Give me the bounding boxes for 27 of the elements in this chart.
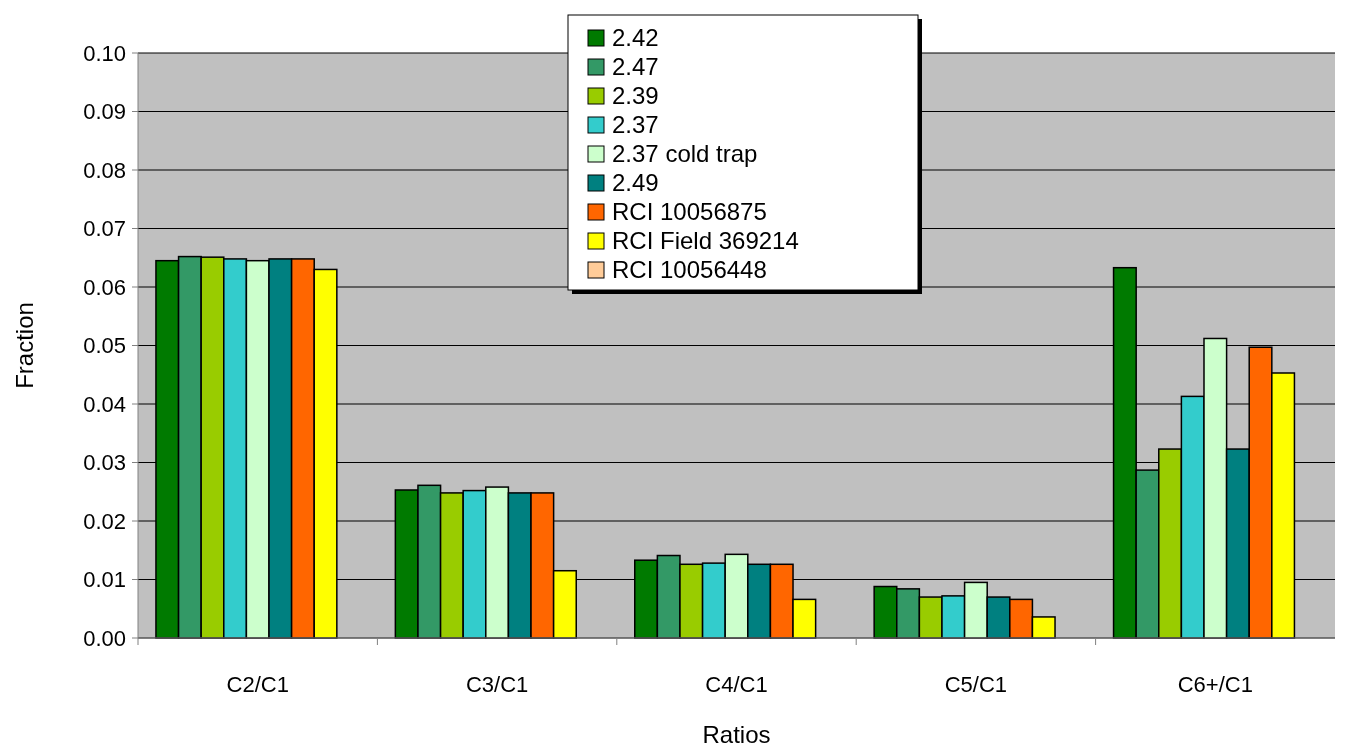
legend-label: RCI Field 369214 [612,227,799,254]
legend-label: 2.42 [612,24,659,51]
y-tick-label: 0.08 [83,157,126,183]
legend-label: 2.37 [612,111,659,138]
legend-label: RCI 10056448 [612,256,767,283]
y-tick-label: 0.03 [83,450,126,476]
y-tick-label: 0.02 [83,508,126,534]
y-tick-label: 0.01 [83,567,126,593]
y-tick-label: 0.00 [83,625,126,651]
x-tick-label: C2/C1 [226,672,289,697]
y-tick-label: 0.06 [83,274,126,300]
y-tick-label: 0.05 [83,333,126,359]
x-axis-title: Ratios [702,721,771,748]
legend-label: 2.37 cold trap [612,140,758,167]
legend-label: 2.47 [612,53,659,80]
x-tick-label: C5/C1 [944,672,1008,697]
y-axis-title: Fraction [11,302,38,389]
legend-label: 2.39 [612,82,659,109]
x-tick-label: C6+/C1 [1177,672,1253,697]
legend-label: RCI 10056875 [612,198,767,225]
y-tick-label: 0.07 [83,216,126,242]
x-tick-label: C3/C1 [465,672,529,697]
y-tick-label: 0.10 [83,40,126,66]
y-tick-label: 0.04 [83,391,126,417]
y-tick-label: 0.09 [83,99,126,125]
legend-label: 2.49 [612,169,659,196]
x-tick-label: C4/C1 [705,672,768,697]
